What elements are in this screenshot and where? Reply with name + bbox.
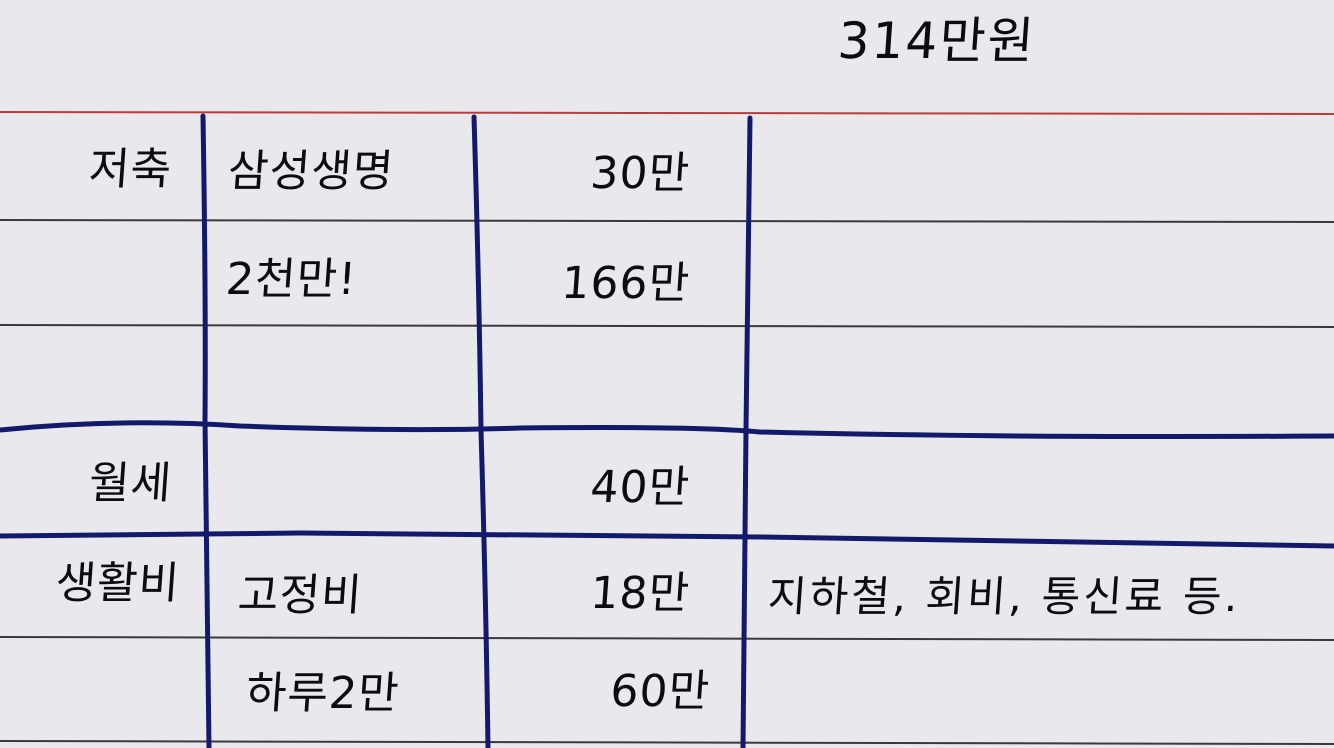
pen-row-line bbox=[0, 530, 1334, 549]
ruled-line bbox=[0, 219, 1334, 223]
total-amount: 314만원 bbox=[835, 12, 1038, 70]
header-red-line bbox=[0, 111, 1334, 115]
amount-value: 60만 bbox=[608, 666, 712, 717]
category-label: 저축 bbox=[87, 144, 174, 195]
amount-value: 30만 bbox=[588, 148, 692, 199]
ruled-line bbox=[0, 324, 1334, 328]
ruled-line bbox=[0, 740, 1334, 745]
amount-value: 18만 bbox=[588, 568, 692, 619]
note-text: 지하철, 회비, 통신료 등. bbox=[766, 572, 1243, 621]
category-label: 월세 bbox=[87, 458, 174, 509]
amount-value: 166만 bbox=[559, 258, 692, 309]
pen-row-line bbox=[0, 420, 1334, 439]
item-label: 2천만! bbox=[224, 254, 359, 305]
amount-value: 40만 bbox=[588, 462, 692, 513]
pen-column-line bbox=[200, 113, 212, 748]
item-label: 삼성생명 bbox=[226, 146, 396, 197]
item-label: 하루2만 bbox=[244, 668, 402, 719]
category-label: 생활비 bbox=[53, 558, 182, 609]
ruled-line bbox=[0, 636, 1334, 641]
item-label: 고정비 bbox=[236, 570, 365, 621]
pen-column-line bbox=[471, 114, 491, 748]
